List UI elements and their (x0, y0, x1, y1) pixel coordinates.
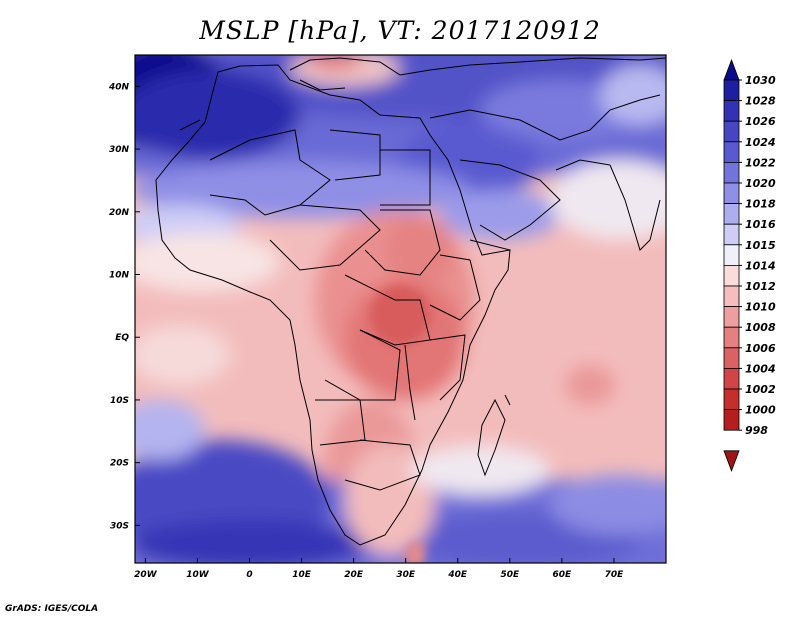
x-tick-label: 30E (396, 570, 416, 580)
colorbar-swatch (723, 100, 740, 122)
x-tick-label: 20W (134, 570, 158, 580)
y-axis: 40N 30N 20N 10N EQ 10S 20S 30S (108, 82, 140, 531)
y-tick-label: 30N (109, 145, 130, 155)
colorbar-label: 1022 (745, 156, 776, 169)
colorbar-label: 1002 (745, 383, 776, 396)
colorbar-swatch (723, 388, 740, 411)
x-axis: 20W 10W 0 10E 20E 30E 40E 50E 60E 70E (134, 558, 624, 580)
pressure-map: 20W 10W 0 10E 20E 30E 40E 50E 60E 70E 40N 30N 20N 10… (108, 54, 776, 580)
colorbar-swatch (723, 264, 740, 287)
colorbar-label: 1018 (745, 198, 776, 211)
x-tick-label: 40E (447, 570, 468, 580)
x-tick-label: 10E (292, 570, 312, 580)
colorbar-swatch (723, 223, 740, 246)
x-tick-label: 0 (246, 570, 252, 580)
x-tick-label: 70E (605, 570, 625, 580)
chart-title: MSLP [hPa], VT: 2017120912 (199, 16, 601, 45)
y-tick-label: 10N (109, 271, 130, 281)
colorbar-label: 1012 (745, 280, 776, 293)
colorbar-label: 1026 (745, 115, 776, 128)
y-tick-label: 40N (108, 82, 130, 92)
colorbar-arrow-bottom (723, 450, 740, 472)
colorbar-label: 1010 (745, 301, 776, 314)
colorbar-label: 998 (745, 424, 768, 437)
colorbar-arrow-top (723, 58, 740, 81)
colorbar-label: 1030 (745, 74, 776, 87)
pressure-field (135, 55, 666, 563)
colorbar-swatch (723, 182, 740, 205)
colorbar-swatch (723, 326, 740, 349)
colorbar-label: 1000 (745, 404, 776, 417)
x-tick-label: 50E (500, 570, 520, 580)
y-tick-label: EQ (115, 333, 129, 343)
y-tick-label: 30S (110, 521, 129, 531)
colorbar-swatch (723, 161, 740, 184)
x-tick-label: 60E (553, 570, 573, 580)
colorbar-label: 1006 (745, 342, 776, 355)
colorbar-swatch (723, 203, 740, 225)
colorbar-swatch (723, 244, 740, 266)
x-tick-label: 20E (344, 570, 364, 580)
colorbar-label: 1015 (745, 239, 776, 252)
footer-credit: GrADS: IGES/COLA (5, 604, 99, 614)
y-tick-label: 10S (110, 396, 129, 406)
y-tick-label: 20N (109, 208, 130, 218)
y-tick-label: 20S (110, 459, 129, 469)
colorbar-swatch (723, 120, 740, 143)
colorbar-swatch (723, 347, 740, 369)
colorbar-swatch (723, 409, 740, 431)
map-frame (134, 54, 667, 564)
colorbar-label: 1004 (745, 362, 776, 375)
colorbar-label: 1008 (745, 321, 776, 334)
x-tick-label: 10W (186, 570, 210, 580)
colorbar: 1030 1028 1026 1024 1022 1020 1018 1016 1015 1014… (723, 58, 776, 472)
colorbar-swatch (723, 79, 740, 102)
colorbar-label: 1028 (745, 95, 776, 108)
colorbar-label: 1024 (745, 136, 776, 149)
colorbar-label: 1020 (745, 177, 776, 190)
coastlines (155, 57, 666, 546)
colorbar-swatch (723, 285, 740, 308)
colorbar-swatch (723, 367, 740, 390)
colorbar-label: 1016 (745, 218, 776, 231)
colorbar-swatch (723, 306, 740, 328)
colorbar-swatch (723, 141, 740, 163)
colorbar-label: 1014 (745, 259, 776, 272)
